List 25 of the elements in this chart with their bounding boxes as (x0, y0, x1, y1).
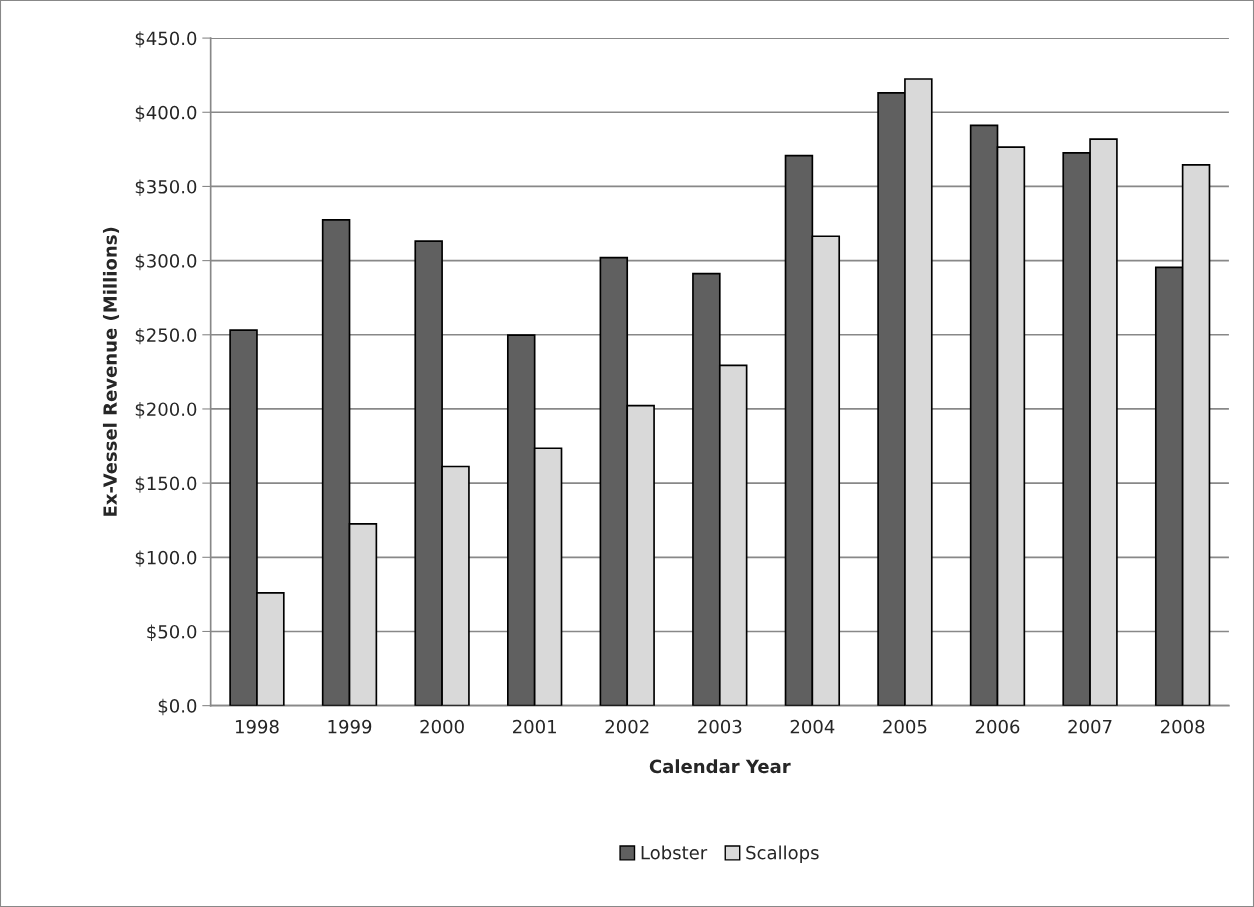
y-tick-label: $450.0 (135, 31, 197, 48)
y-tick-label: $350.0 (135, 179, 197, 196)
legend-label: Lobster (641, 845, 708, 860)
y-tick-label: $150.0 (135, 476, 197, 493)
x-axis-title: Calendar Year (649, 759, 791, 774)
y-tick-label: $300.0 (135, 253, 197, 271)
x-tick-label: 2000 (420, 719, 464, 734)
y-tick-label: $50.0 (147, 624, 197, 641)
x-tick-label: 2006 (975, 719, 1020, 734)
y-tick-label: $250.0 (135, 327, 197, 345)
x-tick-label: 2007 (1068, 719, 1112, 734)
y-tick-label: $400.0 (135, 105, 197, 122)
y-tick-label: $200.0 (135, 402, 197, 419)
x-tick-label: 1999 (328, 719, 372, 734)
x-tick-label: 2001 (513, 719, 556, 734)
x-tick-label: 2005 (883, 719, 927, 734)
x-tick-label: 2008 (1160, 719, 1205, 734)
y-tick-label: $0.0 (158, 698, 197, 716)
y-tick-label: $100.0 (135, 550, 197, 567)
x-tick-label: 2002 (605, 719, 649, 734)
x-tick-label: 2003 (698, 719, 742, 734)
x-tick-label: 1998 (235, 719, 279, 734)
legend-label: Scallops (746, 845, 819, 863)
y-axis-title: Ex-Vessel Revenue (Millions) (102, 227, 120, 516)
x-tick-label: 2004 (790, 719, 835, 734)
